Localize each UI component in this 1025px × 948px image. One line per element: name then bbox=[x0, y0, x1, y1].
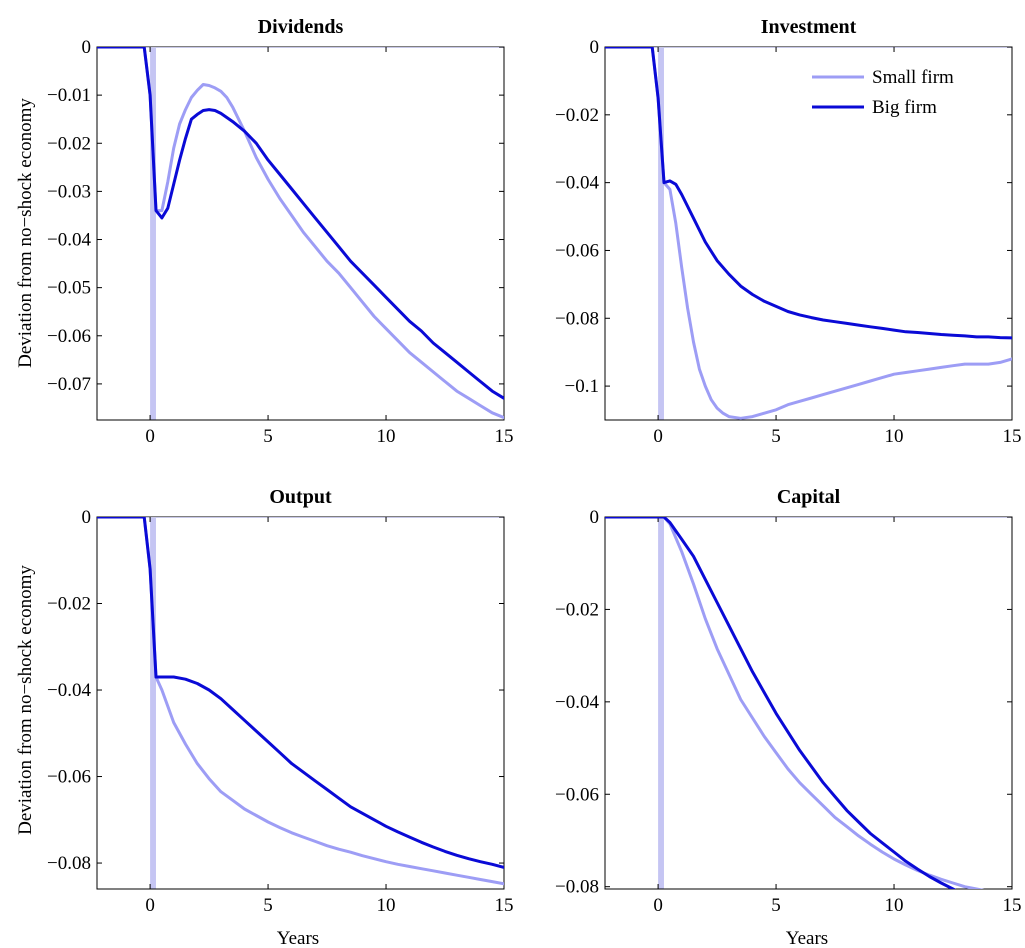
investment-big-firm-line bbox=[605, 47, 1012, 340]
output-y-tick-label: −0.08 bbox=[47, 853, 91, 874]
investment-panel: Investment 0 5 10 15 0 −0.02 −0.04 −0.06 −0.08 −0.… bbox=[555, 16, 1021, 447]
dividends-x-tick-label: 15 bbox=[495, 426, 514, 447]
y-axis-label-top: Deviation from no−shock economy bbox=[15, 98, 36, 368]
output-series-group bbox=[97, 517, 504, 886]
output-x-tick-label: 5 bbox=[263, 895, 273, 916]
dividends-x-tick-label: 0 bbox=[145, 426, 155, 447]
dividends-y-tick-label: −0.04 bbox=[47, 230, 91, 251]
dividends-y-tick-label: −0.01 bbox=[47, 85, 91, 106]
dividends-big-firm-line bbox=[97, 47, 504, 400]
dividends-y-tick-label: 0 bbox=[82, 37, 92, 58]
capital-x-tick-label: 10 bbox=[885, 895, 904, 916]
output-x-tick-label: 0 bbox=[145, 895, 155, 916]
legend-label-small-firm: Small firm bbox=[872, 67, 954, 88]
dividends-y-tick-label: −0.06 bbox=[47, 326, 91, 347]
investment-title: Investment bbox=[761, 16, 857, 38]
capital-y-tick-label: 0 bbox=[590, 507, 600, 528]
investment-plot-frame bbox=[604, 46, 1013, 421]
dividends-y-tick-label: −0.03 bbox=[47, 181, 91, 202]
investment-series-group bbox=[605, 47, 1012, 420]
dividends-x-tick-label: 10 bbox=[377, 426, 396, 447]
output-shock-shading bbox=[150, 517, 156, 889]
output-small-firm-line bbox=[97, 517, 504, 886]
capital-small-firm-line bbox=[605, 517, 985, 889]
capital-y-tick-label: −0.04 bbox=[555, 692, 599, 713]
y-axis-label-bottom: Deviation from no−shock economy bbox=[15, 565, 36, 835]
capital-big-firm-line bbox=[605, 517, 957, 889]
capital-x-tick-label: 15 bbox=[1003, 895, 1022, 916]
dividends-y-tick-label: −0.07 bbox=[47, 374, 91, 395]
investment-y-tick-label: −0.08 bbox=[555, 308, 599, 329]
investment-small-firm-line bbox=[605, 47, 1012, 420]
capital-shock-shading bbox=[658, 517, 664, 889]
dividends-panel: Dividends 0 5 10 15 0 −0.01 −0.02 −0.03 −0.04 −0.0… bbox=[47, 16, 513, 447]
x-axis-label-right: Years bbox=[786, 928, 828, 948]
investment-x-tick-label: 0 bbox=[653, 426, 663, 447]
investment-y-tick-label: −0.02 bbox=[555, 105, 599, 126]
output-x-tick-label: 10 bbox=[377, 895, 396, 916]
investment-x-tick-label: 15 bbox=[1003, 426, 1022, 447]
legend-label-big-firm: Big firm bbox=[872, 97, 937, 118]
output-big-firm-line bbox=[97, 517, 504, 869]
dividends-plot-frame bbox=[96, 46, 505, 421]
capital-y-tick-label: −0.02 bbox=[555, 599, 599, 620]
capital-x-tick-label: 0 bbox=[653, 895, 663, 916]
output-y-tick-label: −0.04 bbox=[47, 680, 91, 701]
capital-x-tick-label: 5 bbox=[771, 895, 781, 916]
x-axis-label-left: Years bbox=[277, 928, 319, 948]
output-x-tick-label: 15 bbox=[495, 895, 514, 916]
output-panel: Output 0 5 10 15 0 −0.02 −0.04 −0.06 −0.08 bbox=[47, 486, 513, 916]
dividends-x-tick-label: 5 bbox=[263, 426, 273, 447]
capital-y-tick-label: −0.08 bbox=[555, 877, 599, 898]
capital-panel: Capital 0 5 10 15 0 −0.02 −0.04 −0.06 −0.08 bbox=[555, 486, 1021, 916]
investment-y-tick-label: −0.06 bbox=[555, 240, 599, 261]
dividends-y-tick-label: −0.05 bbox=[47, 278, 91, 299]
dividends-small-firm-line bbox=[97, 47, 504, 420]
dividends-shock-shading bbox=[150, 47, 156, 420]
capital-plot-frame bbox=[604, 516, 1013, 890]
output-y-tick-label: −0.06 bbox=[47, 767, 91, 788]
output-y-tick-label: 0 bbox=[82, 507, 92, 528]
output-y-tick-label: −0.02 bbox=[47, 594, 91, 615]
capital-series-group bbox=[605, 517, 985, 889]
investment-shock-shading bbox=[658, 47, 664, 420]
capital-title: Capital bbox=[777, 486, 841, 508]
investment-x-tick-label: 5 bbox=[771, 426, 781, 447]
dividends-y-tick-label: −0.02 bbox=[47, 133, 91, 154]
output-plot-frame bbox=[96, 516, 505, 890]
investment-x-tick-label: 10 bbox=[885, 426, 904, 447]
dividends-series-group bbox=[97, 47, 504, 420]
capital-y-tick-label: −0.06 bbox=[555, 784, 599, 805]
investment-y-tick-label: −0.04 bbox=[555, 173, 599, 194]
investment-y-tick-label: −0.1 bbox=[565, 376, 599, 397]
dividends-title: Dividends bbox=[258, 16, 344, 38]
output-title: Output bbox=[269, 486, 332, 508]
investment-y-tick-label: 0 bbox=[590, 37, 600, 58]
